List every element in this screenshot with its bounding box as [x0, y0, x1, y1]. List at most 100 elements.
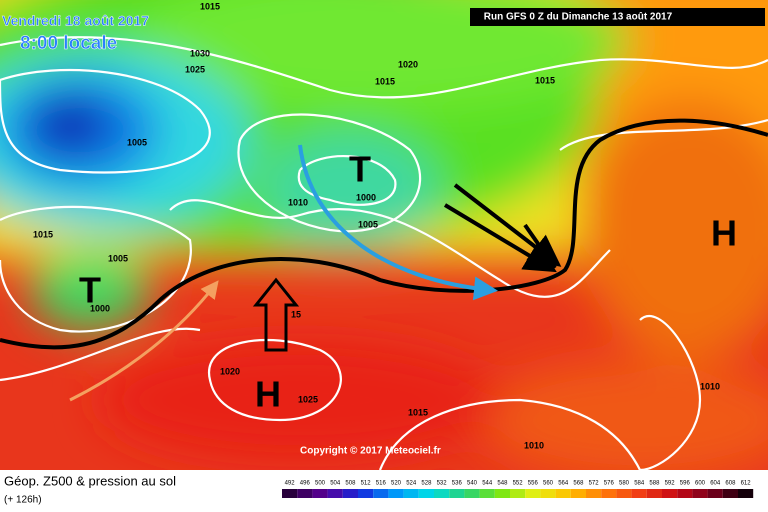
isobar-label: 1020 — [398, 59, 418, 69]
scale-label: 496 — [300, 481, 311, 487]
run-box — [470, 8, 765, 26]
scale-label: 528 — [421, 481, 432, 487]
scale-label: 520 — [391, 481, 402, 487]
isobar-label: 1005 — [127, 137, 147, 147]
field — [0, 0, 768, 470]
scale-label: 500 — [315, 481, 326, 487]
scale-swatch — [434, 489, 450, 498]
lead-time: (+ 126h) — [4, 495, 42, 506]
scale-label: 572 — [589, 481, 600, 487]
scale-swatch — [403, 489, 419, 498]
scale-label: 556 — [528, 481, 539, 487]
flow-arrow — [298, 144, 498, 301]
copyright: Copyright © 2017 Meteociel.fr — [300, 446, 441, 457]
scale-swatch — [418, 489, 434, 498]
scale-swatch — [570, 489, 586, 498]
scale-label: 608 — [725, 481, 736, 487]
scale-label: 552 — [513, 481, 524, 487]
isobar-label: 1030 — [190, 48, 210, 58]
scale-swatch — [540, 489, 556, 498]
scale-swatch — [525, 489, 541, 498]
scale-swatch — [327, 489, 343, 498]
scale-swatch — [662, 489, 678, 498]
scale-swatch — [312, 489, 328, 498]
scale-label: 592 — [665, 481, 676, 487]
scale-swatch — [677, 489, 693, 498]
scale-label: 504 — [330, 481, 341, 487]
scale-label: 536 — [452, 481, 463, 487]
isobar-label: 1020 — [220, 366, 240, 376]
scale-swatch — [722, 489, 738, 498]
scale-label: 588 — [649, 481, 660, 487]
isobar-label: 1025 — [298, 394, 318, 404]
forecast-date: Vendredi 18 août 2017 — [2, 13, 149, 29]
hollow-arrow — [252, 277, 300, 352]
scale-swatch — [282, 489, 298, 498]
scale-swatch — [692, 489, 708, 498]
run-info: Run GFS 0 Z du Dimanche 13 août 2017 — [484, 12, 673, 23]
scale-swatch — [342, 489, 358, 498]
isobar-label: 1015 — [200, 1, 220, 11]
isobar-label: 1025 — [185, 64, 205, 74]
isobar-label: 15 — [291, 309, 301, 319]
scale-swatch — [707, 489, 723, 498]
isobar-label: 1010 — [288, 197, 308, 207]
flow-arrow — [69, 280, 219, 402]
scale-swatch — [601, 489, 617, 498]
scale-swatch — [494, 489, 510, 498]
isobar-label: 1015 — [408, 407, 428, 417]
scale-label: 548 — [497, 481, 508, 487]
scale-label: 564 — [558, 481, 569, 487]
flow-arrow — [443, 203, 557, 273]
pressure-system: T — [349, 149, 371, 190]
isobar-label: 1000 — [356, 192, 376, 202]
scale-swatch — [631, 489, 647, 498]
pressure-system: T — [79, 270, 101, 311]
isobar-label: 1015 — [375, 76, 395, 86]
scale-swatch — [388, 489, 404, 498]
scale-swatch — [586, 489, 602, 498]
scale-label: 600 — [695, 481, 706, 487]
scale-swatch — [738, 489, 754, 498]
flow-arrow — [523, 223, 557, 270]
isobar-label: 1010 — [700, 381, 720, 391]
isobar-label: 1000 — [90, 303, 110, 313]
scale-swatch — [510, 489, 526, 498]
scale-label: 524 — [406, 481, 417, 487]
scale-label: 540 — [467, 481, 478, 487]
scale-swatch — [464, 489, 480, 498]
scale-label: 516 — [376, 481, 387, 487]
scale-swatch — [646, 489, 662, 498]
jet-stream — [0, 118, 768, 350]
scale-label: 584 — [634, 481, 645, 487]
legend-title: Géop. Z500 & pression au sol — [4, 473, 176, 488]
scale-swatch — [449, 489, 465, 498]
scale-label: 612 — [741, 481, 752, 487]
scale-label: 544 — [482, 481, 493, 487]
scale-label: 512 — [361, 481, 372, 487]
scale-swatch — [616, 489, 632, 498]
isobar-label: 1005 — [358, 219, 378, 229]
isobar-label: 1015 — [33, 229, 53, 239]
scale-swatch — [555, 489, 571, 498]
scale-label: 580 — [619, 481, 630, 487]
isobar-label: 1010 — [524, 440, 544, 450]
scale-label: 532 — [437, 481, 448, 487]
scale-label: 596 — [680, 481, 691, 487]
scale-label: 508 — [345, 481, 356, 487]
isobar-label: 1015 — [535, 75, 555, 85]
pressure-system: H — [711, 213, 737, 254]
scale-label: 560 — [543, 481, 554, 487]
scale-label: 568 — [573, 481, 584, 487]
forecast-time: 8:00 locale — [20, 33, 117, 54]
pressure-system: H — [255, 374, 281, 415]
isobar-label: 1005 — [108, 253, 128, 263]
scale-swatch — [358, 489, 374, 498]
scale-label: 492 — [285, 481, 296, 487]
scale-label: 576 — [604, 481, 615, 487]
scale-label: 604 — [710, 481, 721, 487]
scale-swatch — [297, 489, 313, 498]
scale-swatch — [373, 489, 389, 498]
scale-swatch — [479, 489, 495, 498]
